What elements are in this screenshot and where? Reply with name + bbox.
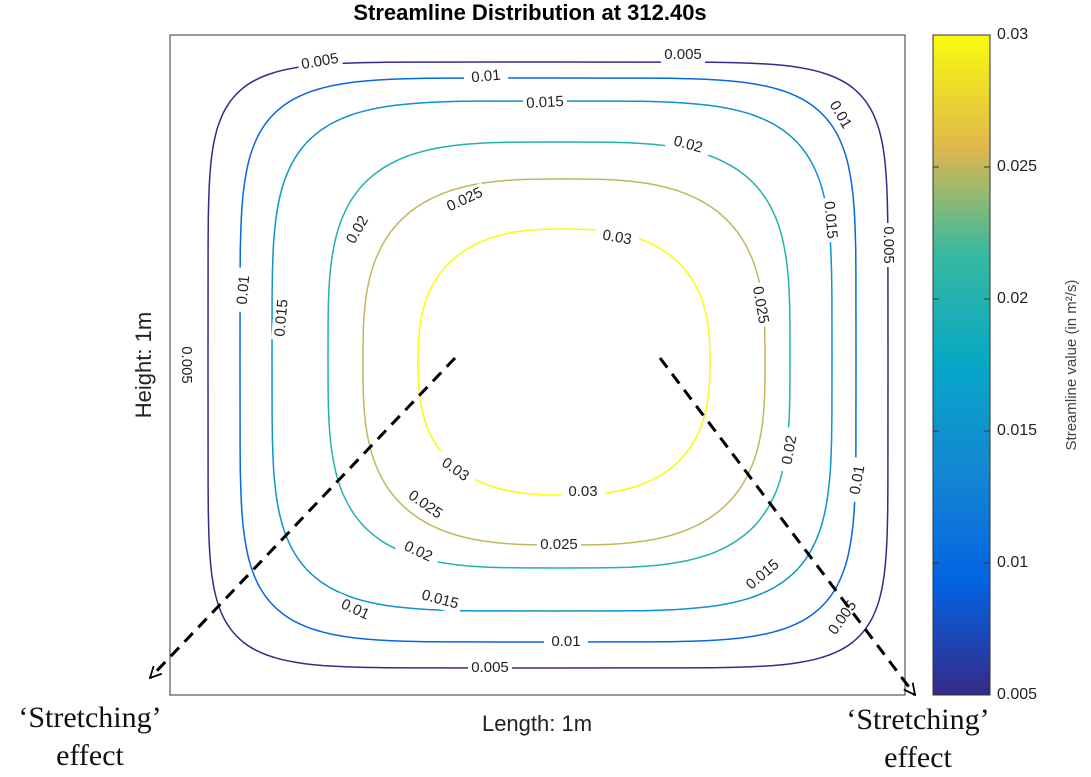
colorbar-tick-label: 0.02 — [997, 290, 1028, 307]
annotation: effect — [56, 739, 124, 772]
arrow — [150, 356, 457, 678]
annotation: ‘Stretching’ — [846, 703, 989, 736]
contour-label: 0.005 — [471, 659, 509, 676]
contour-label: 0.02 — [779, 434, 801, 466]
plot-area — [169, 34, 906, 696]
colorbar-tick-label: 0.005 — [997, 686, 1037, 703]
contour-label-bg — [233, 267, 255, 313]
contour-label: 0.005 — [664, 46, 702, 63]
contour-label-bg — [463, 66, 509, 88]
colorbar-tick-label: 0.03 — [997, 26, 1028, 43]
y-axis-label: Height: 1m — [131, 312, 156, 418]
arrow — [658, 357, 917, 695]
x-axis-label: Length: 1m — [482, 711, 592, 736]
contour-line — [362, 178, 766, 546]
contour-label-bg — [661, 46, 705, 64]
contour-label-bg — [394, 534, 442, 570]
contour-label-bg — [823, 594, 863, 642]
contour-label-bg — [593, 225, 641, 251]
contour-label: 0.02 — [672, 132, 705, 156]
contour-line — [271, 100, 833, 612]
contour-label-bg — [819, 197, 841, 243]
contour-label-bg — [821, 91, 859, 139]
contour-label: 0.005 — [300, 50, 340, 73]
contour-label: 0.005 — [178, 346, 195, 384]
contour-label: 0.03 — [601, 227, 633, 249]
contour-label: 0.03 — [568, 483, 597, 500]
colorbar-label: Streamline value (in m²/s) — [1063, 280, 1080, 451]
colorbar — [932, 34, 991, 696]
colorbar-tick-label: 0.015 — [997, 422, 1037, 439]
contour-label-bg — [537, 536, 581, 554]
contour-label-bg — [561, 483, 605, 501]
contour-label-bg — [544, 633, 588, 651]
chart-title: Streamline Distribution at 312.40s — [353, 0, 706, 25]
contour-label: 0.015 — [820, 201, 840, 240]
contour-label-bg — [339, 206, 377, 254]
annotation: effect — [884, 741, 952, 774]
contour-label: 0.015 — [526, 93, 564, 112]
contour-line — [417, 228, 711, 496]
contour-label-bg — [879, 223, 897, 267]
contour-label-bg — [416, 585, 464, 615]
contour-line — [239, 77, 857, 643]
contour-label-bg — [777, 426, 803, 474]
contour-label-bg — [522, 92, 568, 114]
colorbar-tick-label: 0.025 — [997, 158, 1037, 175]
contour-line — [207, 61, 889, 669]
contour-label-bg — [468, 659, 512, 677]
contour-label-bg — [431, 450, 479, 490]
contour-label: 0.015 — [271, 299, 291, 338]
colorbar-tick-label: 0.01 — [997, 554, 1028, 571]
contour-label: 0.025 — [540, 536, 578, 553]
contour-label: 0.025 — [749, 285, 772, 325]
contours — [207, 61, 889, 669]
contour-label-bg — [664, 130, 712, 160]
contour-label: 0.01 — [551, 633, 580, 650]
contour-label-bg — [845, 456, 871, 504]
contour-label: 0.01 — [471, 67, 502, 86]
annotation: ‘Stretching’ — [18, 701, 161, 734]
contour-label-bg — [401, 485, 449, 525]
contour-label: 0.005 — [880, 226, 897, 264]
contour-label-bg — [441, 182, 489, 218]
contour-label-bg — [740, 553, 786, 597]
contour-label-bg — [271, 295, 293, 341]
contour-label-bg — [177, 343, 195, 387]
contour-label-bg — [747, 281, 773, 329]
contour-label-bg — [296, 49, 344, 75]
contour-label-bg — [331, 592, 379, 628]
contour-line — [327, 141, 791, 569]
contour-label: 0.01 — [847, 464, 869, 496]
contour-label: 0.01 — [234, 275, 253, 306]
